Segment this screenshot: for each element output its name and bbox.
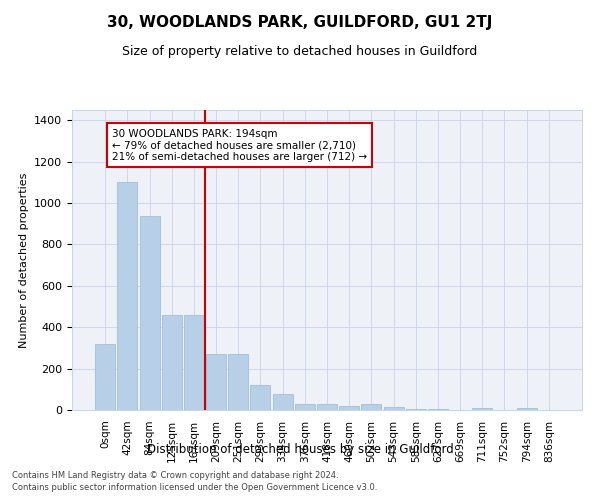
Text: Contains public sector information licensed under the Open Government Licence v3: Contains public sector information licen… — [12, 483, 377, 492]
Bar — [228, 354, 248, 410]
Text: 30 WOODLANDS PARK: 194sqm
← 79% of detached houses are smaller (2,710)
21% of se: 30 WOODLANDS PARK: 194sqm ← 79% of detac… — [112, 128, 367, 162]
Bar — [250, 385, 271, 410]
Bar — [162, 315, 182, 410]
Bar — [184, 315, 204, 410]
Y-axis label: Number of detached properties: Number of detached properties — [19, 172, 29, 348]
Bar — [118, 182, 137, 410]
Text: Contains HM Land Registry data © Crown copyright and database right 2024.: Contains HM Land Registry data © Crown c… — [12, 470, 338, 480]
Text: Distribution of detached houses by size in Guildford: Distribution of detached houses by size … — [146, 442, 454, 456]
Bar — [428, 409, 448, 410]
Bar — [517, 408, 536, 410]
Bar — [317, 404, 337, 410]
Bar — [295, 404, 315, 410]
Bar — [472, 408, 492, 410]
Bar — [206, 354, 226, 410]
Bar — [383, 407, 404, 410]
Bar — [140, 216, 160, 410]
Bar — [272, 394, 293, 410]
Bar — [406, 409, 426, 410]
Bar — [95, 344, 115, 410]
Text: 30, WOODLANDS PARK, GUILDFORD, GU1 2TJ: 30, WOODLANDS PARK, GUILDFORD, GU1 2TJ — [107, 15, 493, 30]
Text: Size of property relative to detached houses in Guildford: Size of property relative to detached ho… — [122, 45, 478, 58]
Bar — [361, 404, 382, 410]
Bar — [339, 406, 359, 410]
